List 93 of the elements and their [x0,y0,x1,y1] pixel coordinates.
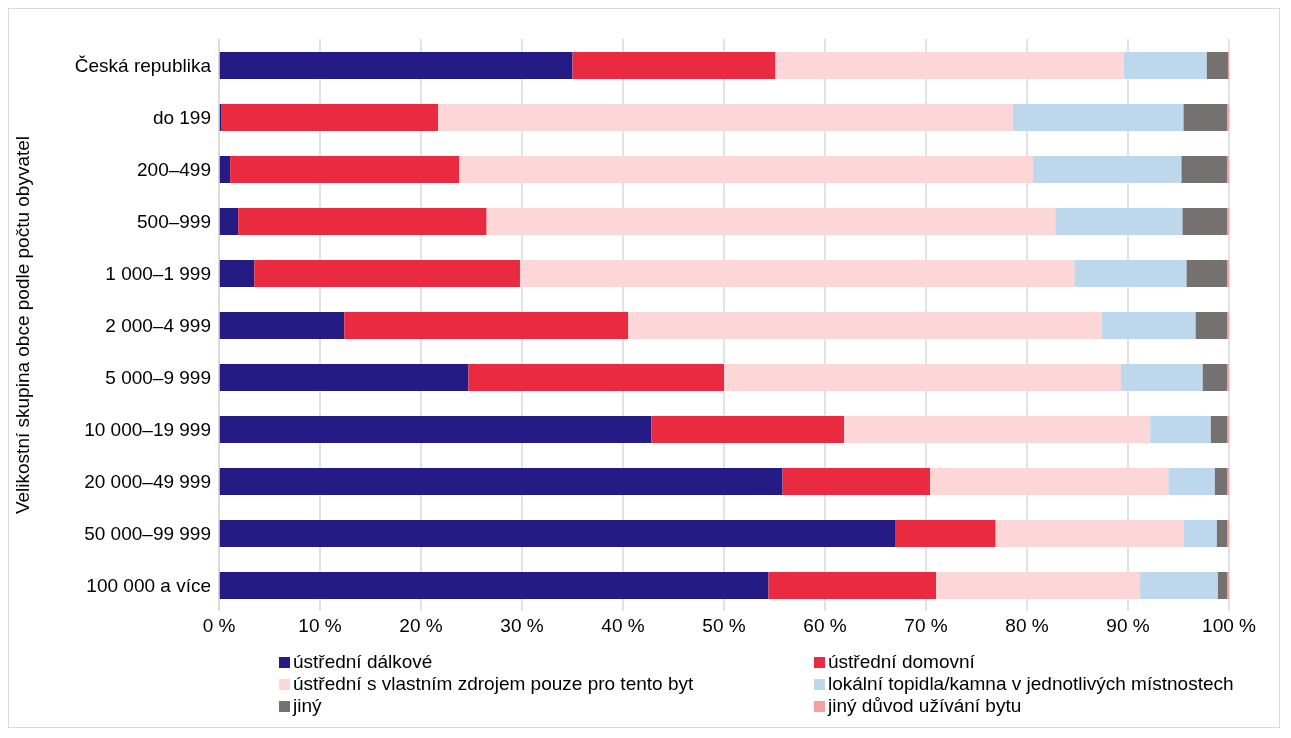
bar [221,104,439,131]
bar [1226,260,1229,287]
y-tick-label: 10 000–19 999 [84,418,211,440]
bar [468,364,724,391]
bar [1012,104,1184,131]
x-tick-label: 0 % [202,615,236,637]
bar [1226,520,1229,547]
bar [768,572,937,599]
x-tick-label: 20 % [399,615,443,637]
bar [1182,208,1227,235]
legend-label: ústřední dálkové [293,651,433,673]
bar [1202,364,1227,391]
bar [1216,520,1227,547]
bar [519,260,1075,287]
bar [1206,52,1228,79]
y-tick-label: 2 000–4 999 [105,314,211,336]
bar [1074,260,1187,287]
bar [1033,156,1182,183]
bar [1123,52,1207,79]
legend-label: lokální topidla/kamna v jednotlivých místnostech [828,673,1234,695]
bar [219,416,652,443]
bar [1055,208,1183,235]
bar [219,312,345,339]
y-tick-label: 5 000–9 999 [105,366,211,388]
bar [254,260,520,287]
y-tick-label: 100 000 a více [86,574,211,596]
x-tick-label: 50 % [702,615,746,637]
x-tick-label: 80 % [1005,615,1049,637]
bar [219,156,231,183]
bar [1226,572,1229,599]
x-tick-label: 70 % [904,615,948,637]
bar [628,312,1102,339]
bar [238,208,487,235]
x-tick-label: 10 % [298,615,342,637]
bar [1101,312,1196,339]
y-tick-label: 500–999 [137,210,211,232]
bar [1226,208,1229,235]
bar [1226,156,1229,183]
bar [219,52,573,79]
y-tick-label: do 199 [152,106,211,128]
bar [459,156,1034,183]
bar [219,468,783,495]
y-tick-label: 50 000–99 999 [84,522,211,544]
bar [1186,260,1227,287]
bar [438,104,1013,131]
bar [572,52,776,79]
bar [219,208,239,235]
bar [1226,364,1229,391]
bar [724,364,1121,391]
bar [1210,416,1227,443]
legend-label: ústřední s vlastním zdrojem pouze pro tento byt [293,673,694,695]
bar [930,468,1169,495]
bar [344,312,629,339]
x-tick-label: 90 % [1106,615,1150,637]
legend-label: jiný důvod užívání bytu [828,695,1022,717]
bar [230,156,460,183]
bar [219,572,769,599]
bar [1214,468,1227,495]
bar [486,208,1056,235]
y-tick-label: 200–499 [137,158,211,180]
y-tick-label: 1 000–1 999 [105,262,211,284]
bar [995,520,1184,547]
bar [1120,364,1203,391]
bar [782,468,931,495]
bar [219,260,255,287]
bar [1183,520,1217,547]
bar [1150,416,1211,443]
bar [1195,312,1227,339]
x-tick-label: 40 % [601,615,645,637]
x-tick-label: 100 % [1202,615,1257,637]
bar [1140,572,1218,599]
bar [1226,104,1229,131]
bar [1168,468,1215,495]
bar [1226,312,1229,339]
bar [1226,468,1229,495]
bar [219,364,469,391]
x-tick-label: 30 % [500,615,544,637]
legend-label: jiný [293,695,322,717]
y-tick-label: Česká republika [74,54,212,76]
bar [775,52,1124,79]
bar [895,520,996,547]
bar [1226,416,1229,443]
bar [844,416,1151,443]
bar [1217,572,1227,599]
bar [1181,156,1227,183]
x-tick-label: 60 % [803,615,847,637]
bar [936,572,1141,599]
legend-label: ústřední domovní [828,651,975,673]
y-tick-label: 20 000–49 999 [84,470,211,492]
bar [219,520,896,547]
bar [1183,104,1227,131]
y-axis-title: Velikostní skupina obce podle počtu obyvatel [11,135,33,515]
bar [651,416,845,443]
